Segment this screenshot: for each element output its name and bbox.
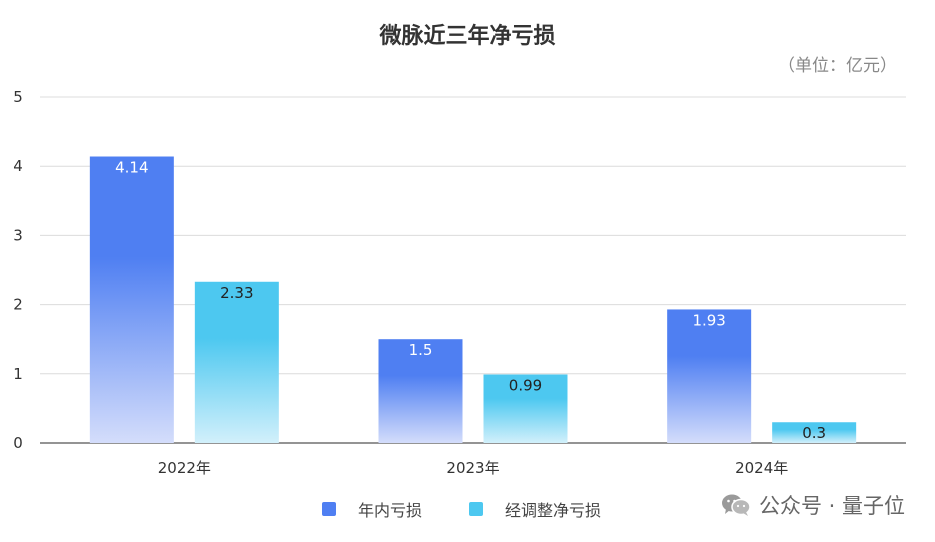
legend-swatch-series-2 [469,502,483,516]
bar-data-label: 0.99 [509,376,542,394]
bar-series-1 [89,156,174,443]
y-tick-label: 3 [13,226,23,244]
y-tick-label: 4 [13,157,23,175]
bar-data-label: 1.93 [692,311,725,329]
bar-data-label: 2.33 [220,284,253,302]
chart-title: 微脉近三年净亏损 [379,24,556,49]
legend-item-series-2: 经调整净亏损 [469,497,601,521]
chart-legend: 年内亏损 经调整净亏损 [0,497,935,521]
bar-series-2 [483,374,568,443]
unit-label: （单位：亿元） [778,56,897,76]
bar-data-label: 4.14 [115,159,148,177]
legend-label-series-2: 经调整净亏损 [505,501,602,520]
legend-swatch-series-1 [322,502,336,516]
wechat-icon [721,494,751,516]
bar-data-label: 1.5 [409,341,433,359]
y-tick-label: 5 [13,88,23,106]
y-tick-label: 2 [13,296,23,314]
bar-series-2 [772,422,857,443]
watermark-text: 公众号 · 量子位 [758,494,905,518]
legend-item-series-1: 年内亏损 [322,497,422,521]
legend-label-series-1: 年内亏损 [358,501,423,520]
bar-series-2 [194,281,279,443]
watermark: 公众号 · 量子位 [721,490,905,520]
y-tick-label: 0 [13,434,23,452]
x-tick-label: 2023年 [446,459,499,477]
x-tick-label: 2022年 [158,459,211,477]
y-tick-label: 1 [13,365,23,383]
bar-series-1 [378,339,463,443]
x-tick-label: 2024年 [735,459,788,477]
bar-data-label: 0.3 [802,424,826,442]
bar-series-1 [667,309,752,443]
